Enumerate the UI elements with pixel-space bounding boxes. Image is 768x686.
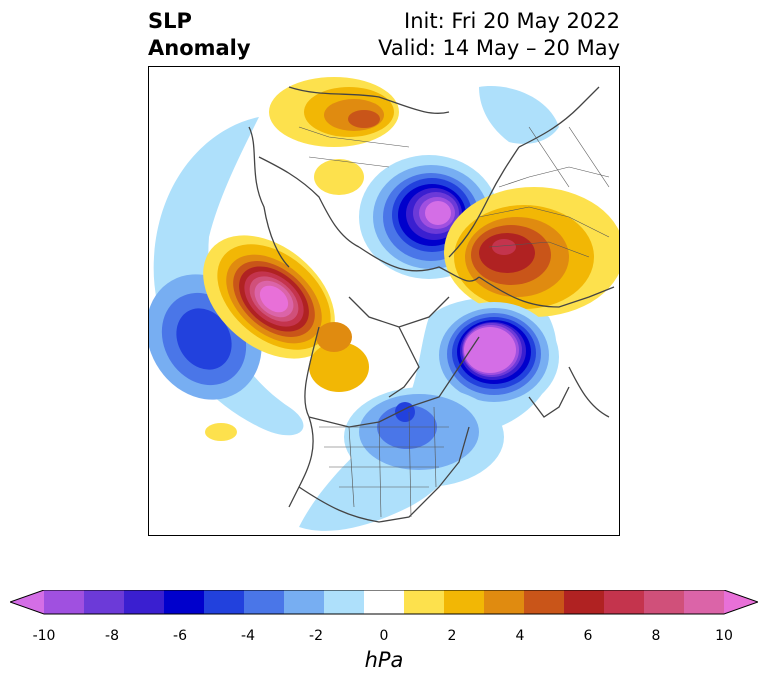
colorbar-tick-label: 8	[651, 628, 661, 644]
colorbar-bin	[524, 590, 565, 614]
siberia-pos-4	[348, 110, 380, 128]
colorbar-tick-label: 0	[379, 628, 389, 644]
eurasia-pos-6	[492, 239, 516, 255]
canada-pos-ext	[309, 342, 369, 392]
init-date: Init: Fri 20 May 2022	[404, 9, 620, 33]
polar-neg-9	[425, 201, 451, 225]
colorbar-bin	[284, 590, 325, 614]
colorbar-unit: hPa	[364, 648, 404, 672]
title-variable-line2: Anomaly	[148, 36, 251, 60]
colorbar-extend-max	[724, 590, 758, 614]
colorbar-bin	[564, 590, 605, 614]
pacific-small-pos	[205, 423, 237, 441]
colorbar-tick-label: -10	[32, 628, 56, 644]
colorbar-tick-label: -2	[309, 628, 323, 644]
colorbar-bin	[244, 590, 285, 614]
valid-range: Valid: 14 May – 20 May	[378, 36, 620, 60]
colorbar-bin	[444, 590, 485, 614]
chart-title: SLP Anomaly	[148, 8, 251, 62]
atlantic-neg-9	[464, 327, 516, 373]
alaska-pos-9	[259, 285, 289, 313]
colorbar-bin	[44, 590, 85, 614]
colorbar-tick-label: 10	[715, 628, 733, 644]
us-state-borders	[319, 406, 449, 518]
anomaly-field	[149, 77, 619, 531]
colorbar-bin	[604, 590, 645, 614]
colorbar-bin	[164, 590, 205, 614]
colorbar-extend-min	[10, 590, 44, 614]
pacific-neg-4	[176, 308, 232, 370]
chart-dates: Init: Fri 20 May 2022 Valid: 14 May – 20…	[378, 8, 620, 62]
colorbar-bin	[404, 590, 445, 614]
colorbar-bin	[84, 590, 125, 614]
arctic-pos-small	[314, 159, 364, 195]
colorbar-tick-label: -6	[173, 628, 187, 644]
colorbar-bin	[644, 590, 685, 614]
colorbar-tick-label: 2	[447, 628, 457, 644]
colorbar-bin	[204, 590, 245, 614]
colorbar	[10, 590, 758, 615]
colorbar-bin	[684, 590, 725, 614]
canada-pos-ext2	[316, 322, 352, 352]
northeast-lightblue	[479, 86, 559, 144]
colorbar-bin	[484, 590, 525, 614]
colorbar-bin	[364, 590, 405, 614]
colorbar-tick-label: 6	[583, 628, 593, 644]
colorbar-tick-label: -4	[241, 628, 255, 644]
colorbar-tick-label: -8	[105, 628, 119, 644]
map-canvas	[149, 77, 619, 531]
colorbar-bin	[124, 590, 165, 614]
map-panel	[148, 66, 620, 536]
title-variable-line1: SLP	[148, 9, 192, 33]
eurasia-borders	[298, 126, 610, 258]
colorbar-tick-label: 4	[515, 628, 525, 644]
colorbar-bin	[324, 590, 365, 614]
